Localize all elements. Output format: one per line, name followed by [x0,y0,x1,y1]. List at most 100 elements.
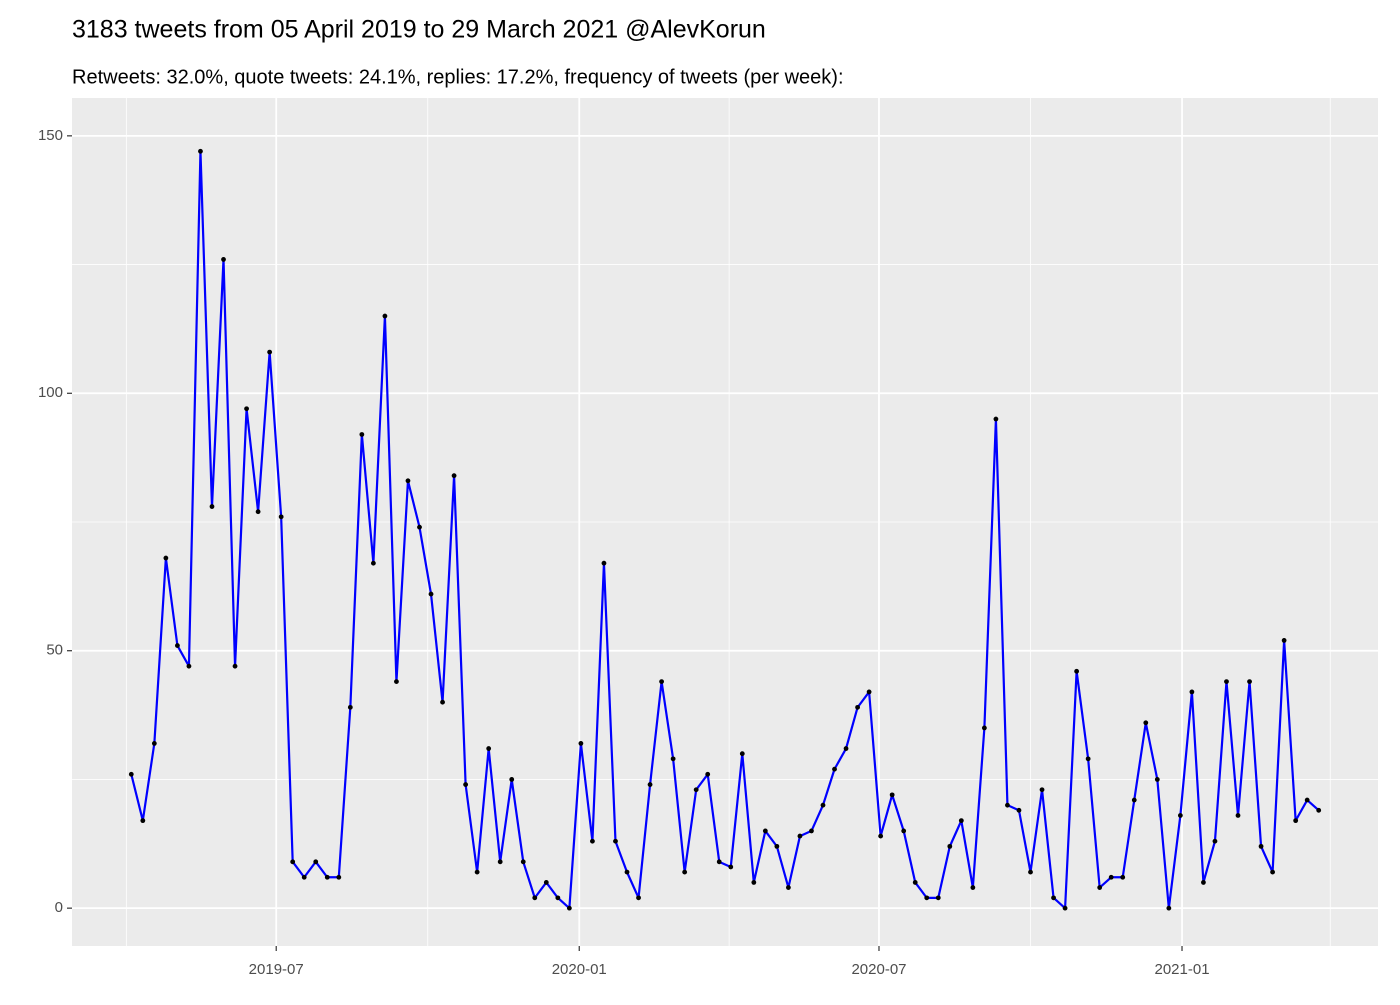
point [474,869,480,875]
point [151,740,157,746]
point [716,859,722,865]
x-tick-label: 2021-01 [1154,961,1209,978]
point [394,679,399,685]
point [590,838,595,844]
point [1281,638,1287,643]
chart-title: 3183 tweets from 05 April 2019 to 29 Mar… [72,16,766,44]
point [958,818,964,824]
point [451,473,457,479]
point [1143,720,1149,726]
point [324,874,330,880]
point [970,885,976,890]
point [520,859,526,865]
point [1120,874,1126,880]
point [140,818,146,824]
point [1016,807,1022,813]
point [843,746,849,751]
point [209,504,215,509]
point [1074,668,1080,674]
point [290,859,296,865]
y-tick-label: 100 [38,384,63,401]
point [1166,905,1172,911]
point [682,869,688,875]
point [336,874,342,880]
point [1062,905,1068,911]
point [981,725,987,731]
point [774,843,780,849]
point [751,880,757,885]
point [647,782,653,787]
point [809,828,814,834]
point [244,406,249,412]
point [543,880,549,885]
point [912,880,918,885]
point [1131,797,1137,803]
point [175,643,180,648]
x-tick-label: 2020-01 [552,961,607,978]
point [566,905,572,911]
point [705,771,711,777]
point [1258,843,1264,849]
point [1028,869,1033,875]
point [728,864,734,870]
point [578,740,584,746]
point [1293,818,1299,824]
y-tick-label: 50 [46,642,63,659]
y-tick-label: 150 [38,127,63,144]
point [221,257,226,262]
point [855,704,860,710]
chart-subtitle: Retweets: 32.0%, quote tweets: 24.1%, re… [72,66,844,88]
point [693,787,699,793]
point [1154,777,1160,782]
point [613,838,618,844]
point [382,313,388,319]
point [486,746,492,751]
point [1304,797,1310,803]
point [278,514,284,520]
point [509,777,515,782]
point [1247,679,1252,685]
point [497,859,503,865]
point [786,885,791,890]
point [739,751,745,757]
point [947,843,953,849]
point [370,560,376,566]
point [440,699,445,705]
point [1108,874,1114,880]
point [1316,807,1322,813]
point [1097,885,1103,890]
point [1005,802,1010,808]
point [601,560,607,566]
point [1224,679,1229,685]
point [428,591,434,597]
x-tick-label: 2020-07 [851,961,906,978]
point [1201,880,1206,885]
point [935,895,941,901]
point [255,509,261,515]
point [1051,895,1056,901]
point [878,833,884,839]
point [1189,689,1195,695]
point [532,895,538,901]
point [128,771,134,777]
point [267,349,273,355]
point [163,555,169,561]
point [889,792,895,798]
point [1212,838,1218,844]
x-tick-label: 2019-07 [249,961,304,978]
point [901,828,907,834]
point [1235,813,1241,818]
point [186,663,192,669]
point [463,782,469,787]
point [313,859,319,865]
point [636,895,641,901]
point [993,416,999,422]
point [301,874,307,880]
point [820,802,826,808]
point [405,478,411,484]
point [762,828,768,834]
point [1085,756,1091,762]
point [1177,813,1183,818]
